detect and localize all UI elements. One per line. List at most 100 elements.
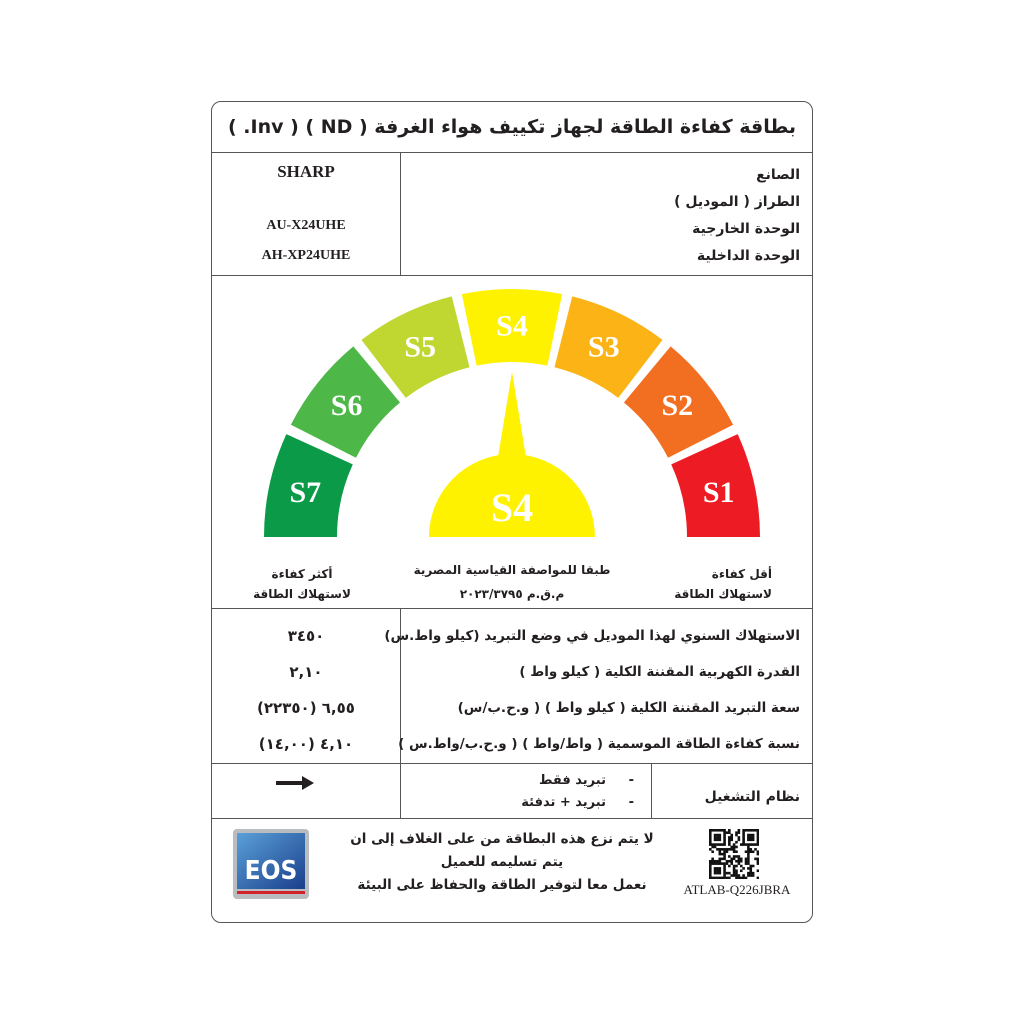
caption-line: لاستهلاك الطاقة	[674, 587, 772, 601]
qr-module	[713, 871, 717, 875]
notice-line: يتم تسليمه للعميل	[440, 854, 564, 870]
qr-module	[711, 876, 714, 879]
qr-module	[716, 867, 719, 870]
caption-line: طبقا للمواصفة القياسية المصرية	[413, 563, 611, 577]
bullet: -	[628, 795, 634, 810]
qr-module	[709, 838, 712, 842]
seer-label: نسبة كفاءة الطاقة الموسمية ( واط/واط ) (…	[398, 736, 800, 752]
qr-module	[747, 871, 750, 875]
qr-module	[747, 862, 750, 865]
qr-module	[744, 857, 748, 861]
efficiency-gauge: S7 S6 S5 S4 S3 S2 S1 S4	[264, 289, 760, 537]
qr-module	[730, 838, 734, 842]
qr-module	[730, 862, 734, 865]
qr-module	[742, 867, 745, 870]
qr-module	[749, 864, 753, 868]
qr-module	[716, 843, 719, 846]
qr-module	[756, 859, 759, 863]
qr-module	[728, 829, 731, 832]
qr-module	[723, 864, 726, 868]
standard-caption: طبقا للمواصفة القياسية المصرية م.ق.م ٢٠٢…	[392, 558, 632, 606]
qr-module	[737, 859, 741, 863]
qr-module	[723, 843, 726, 846]
qr-module	[723, 852, 726, 856]
qr-module	[744, 850, 748, 854]
qr-module	[742, 831, 745, 834]
qr-module	[723, 869, 726, 873]
qr-module	[713, 843, 717, 846]
qr-module	[728, 836, 731, 839]
qr-module	[747, 838, 750, 842]
rated-power-label: القدرة الكهربية المقننة الكلية ( كيلو وا…	[519, 664, 800, 680]
qr-module	[749, 836, 753, 839]
qr-module	[732, 864, 736, 868]
qr-module	[735, 876, 738, 879]
most-efficient-caption: أكثر كفاءة لاستهلاك الطاقة	[242, 564, 362, 604]
cooling-capacity-value: ٦,٥٥ (٢٢٣٥٠)	[257, 699, 355, 717]
qr-module	[723, 855, 726, 858]
gauge-segment-label: S5	[404, 330, 436, 363]
qr-module	[735, 833, 738, 837]
qr-module	[737, 876, 741, 879]
qr-module	[728, 843, 731, 846]
qr-module	[723, 850, 726, 854]
qr-module	[739, 859, 743, 863]
qr-module	[711, 829, 714, 832]
qr-module	[728, 831, 731, 834]
qr-module	[728, 848, 731, 851]
qr-module	[747, 867, 750, 870]
gauge-segment-s6	[290, 346, 401, 458]
qr-module	[713, 845, 717, 849]
manufacturer-label: الصانع	[756, 167, 800, 183]
qr-module	[730, 836, 734, 839]
qr-module	[713, 833, 717, 837]
qr-module	[747, 836, 750, 839]
qr-module	[730, 857, 734, 861]
qr-module	[737, 838, 741, 842]
seer-value: ٤,١٠ (١٤,٠٠)	[258, 735, 354, 753]
arrow-right-icon	[276, 776, 314, 790]
option-cooling-only: - تبريد فقط	[521, 770, 634, 792]
qr-module	[747, 829, 750, 832]
qr-module	[716, 836, 719, 839]
qr-module	[749, 838, 753, 842]
qr-code[interactable]	[709, 829, 759, 879]
qr-module	[749, 867, 753, 870]
qr-module	[718, 869, 722, 873]
qr-module	[718, 862, 722, 865]
qr-module	[747, 845, 750, 849]
qr-module	[742, 843, 745, 846]
qr-module	[756, 838, 759, 842]
qr-module	[742, 833, 745, 837]
qr-module	[744, 859, 748, 863]
qr-module	[756, 831, 759, 834]
qr-module	[744, 862, 748, 865]
qr-module	[749, 869, 753, 873]
indoor-unit-label: الوحدة الداخلية	[696, 248, 800, 264]
qr-module	[747, 874, 750, 877]
cooling-capacity-label: سعة التبريد المقننة الكلية ( كيلو واط ) …	[457, 700, 800, 716]
qr-module	[716, 838, 719, 842]
qr-module	[751, 838, 755, 842]
qr-module	[737, 831, 741, 834]
qr-module	[728, 859, 731, 863]
qr-module	[730, 874, 734, 877]
qr-module	[737, 855, 741, 858]
qr-module	[732, 848, 736, 851]
qr-module	[718, 857, 722, 861]
qr-module	[709, 848, 712, 851]
qr-module	[744, 829, 748, 832]
qr-module	[735, 869, 738, 873]
qr-module	[725, 871, 729, 875]
divider	[400, 608, 401, 818]
qr-module	[723, 838, 726, 842]
qr-module	[756, 833, 759, 837]
qr-module	[720, 876, 724, 879]
model-label: الطراز ( الموديل )	[674, 194, 800, 210]
qr-module	[716, 848, 719, 851]
qr-module	[749, 843, 753, 846]
qr-module	[716, 833, 719, 837]
divider	[651, 763, 652, 818]
qr-module	[711, 845, 714, 849]
qr-module	[723, 857, 726, 861]
